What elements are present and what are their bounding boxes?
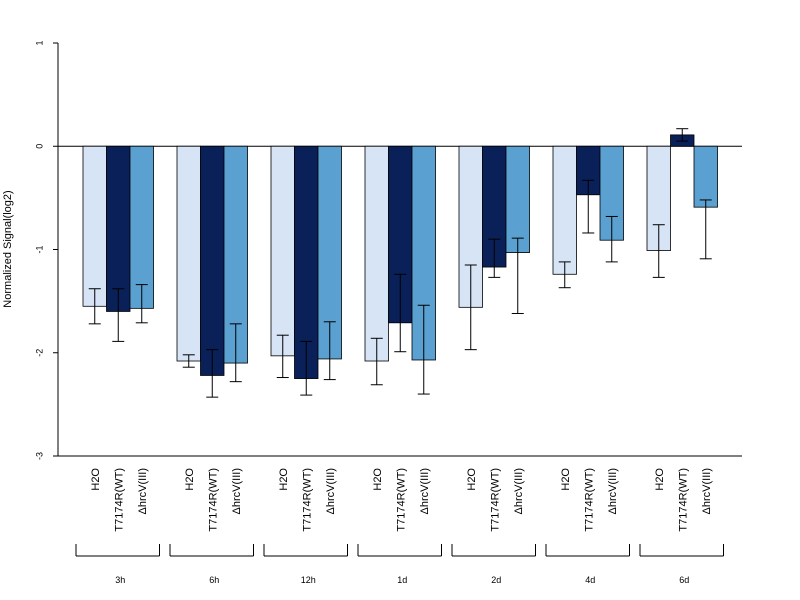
x-category-label: H2O (372, 468, 384, 491)
x-category-label: H2O (90, 468, 102, 491)
bar (364, 145, 389, 362)
y-axis-title: Normalized Signal(log2) (2, 190, 14, 307)
x-category-label: ΔhrcV(III) (419, 468, 431, 514)
x-category-label: T7174R(WT) (113, 468, 125, 532)
group-label: 12h (301, 575, 316, 585)
group-label: 3h (115, 575, 125, 585)
x-category-label: ΔhrcV(III) (231, 468, 243, 514)
bar (129, 145, 154, 309)
group-label: 6h (209, 575, 219, 585)
x-category-label: T7174R(WT) (395, 468, 407, 532)
x-category-label: ΔhrcV(III) (607, 468, 619, 514)
y-tick-label: -3 (35, 452, 45, 460)
x-category-label: T7174R(WT) (301, 468, 313, 532)
group-label: 4d (585, 575, 595, 585)
y-tick-label: -2 (35, 349, 45, 357)
x-category-label: ΔhrcV(III) (701, 468, 713, 514)
bar (176, 145, 201, 362)
bar (552, 145, 577, 275)
y-tick-label: -1 (35, 245, 45, 253)
x-category-label: H2O (654, 468, 666, 491)
x-category-label: H2O (278, 468, 290, 491)
x-category-labels: H2O T7174R(WT) ΔhrcV(III) H2O T7174R(WT) Δhrc… (90, 468, 713, 532)
group-label: 2d (491, 575, 501, 585)
y-tick-label: 0 (35, 144, 45, 149)
bar (106, 145, 131, 312)
x-category-label: T7174R(WT) (677, 468, 689, 532)
x-category-label: ΔhrcV(III) (513, 468, 525, 514)
bar (505, 145, 530, 253)
group-labels: 3h 6h 12h 1d 2d 4d 6d (75, 544, 724, 585)
bar (693, 145, 718, 208)
bar (270, 145, 295, 357)
x-category-label: ΔhrcV(III) (325, 468, 337, 514)
error-bars (88, 128, 712, 398)
x-category-label: ΔhrcV(III) (137, 468, 149, 514)
bars (82, 134, 718, 379)
bar (82, 145, 107, 307)
x-category-label: T7174R(WT) (489, 468, 501, 532)
group-label: 6d (679, 575, 689, 585)
x-category-label: H2O (560, 468, 572, 491)
x-category-label: H2O (466, 468, 478, 491)
group-label: 1d (397, 575, 407, 585)
x-category-label: T7174R(WT) (583, 468, 595, 532)
x-category-label: T7174R(WT) (207, 468, 219, 532)
bar (200, 145, 225, 376)
y-tick-label: 1 (35, 40, 45, 45)
x-category-label: H2O (184, 468, 196, 491)
